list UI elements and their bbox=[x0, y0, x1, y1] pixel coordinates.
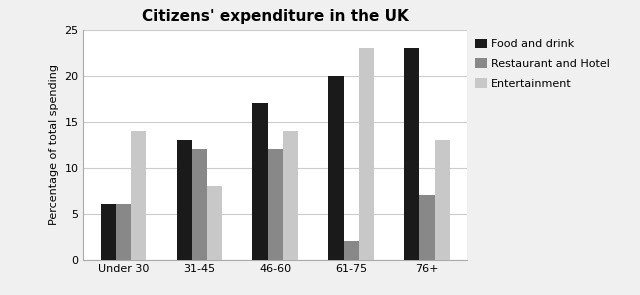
Bar bbox=[116, 204, 131, 260]
Bar bbox=[344, 241, 358, 260]
Title: Citizens' expenditure in the UK: Citizens' expenditure in the UK bbox=[142, 9, 408, 24]
Bar bbox=[131, 131, 146, 260]
Bar bbox=[404, 48, 419, 260]
Y-axis label: Percentage of total spending: Percentage of total spending bbox=[49, 64, 59, 225]
Bar bbox=[283, 131, 298, 260]
Bar bbox=[268, 149, 283, 260]
Bar bbox=[328, 76, 344, 260]
Legend: Food and drink, Restaurant and Hotel, Entertainment: Food and drink, Restaurant and Hotel, En… bbox=[471, 34, 614, 93]
Bar bbox=[419, 195, 435, 260]
Bar bbox=[100, 204, 116, 260]
Bar bbox=[435, 140, 450, 260]
Bar bbox=[252, 103, 268, 260]
Bar bbox=[207, 186, 222, 260]
Bar bbox=[177, 140, 192, 260]
Bar bbox=[192, 149, 207, 260]
Bar bbox=[358, 48, 374, 260]
